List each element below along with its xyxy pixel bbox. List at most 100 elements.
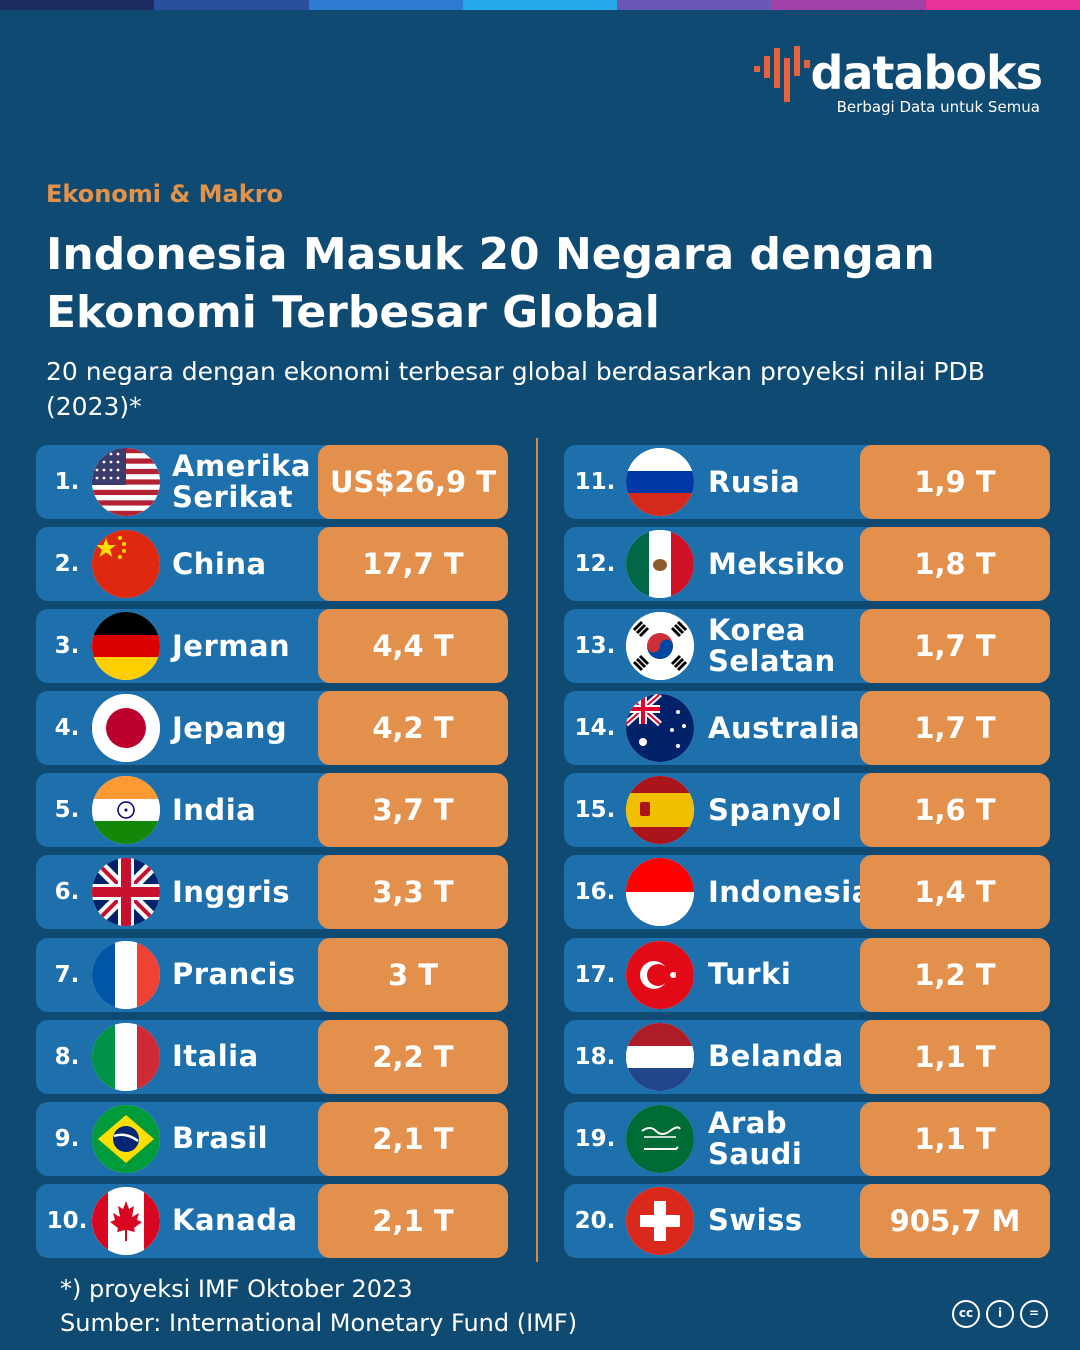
footnote: *) proyeksi IMF Oktober 2023 <box>60 1275 413 1303</box>
ranking-row: 18. Belanda 1,1 T <box>564 1019 1050 1094</box>
rank-number: 17. <box>574 961 616 988</box>
rank-number: 12. <box>574 551 616 578</box>
rank-number: 16. <box>574 879 616 906</box>
china-flag-icon <box>92 530 160 599</box>
australia-flag-icon <box>626 694 694 763</box>
gdp-value: 1,1 T <box>860 1101 1050 1176</box>
page-subtitle: 20 negara dengan ekonomi terbesar global… <box>46 357 985 421</box>
gdp-value: 2,1 T <box>318 1183 508 1258</box>
cc-icon: cc <box>952 1300 980 1328</box>
gdp-value: 1,6 T <box>860 773 1050 848</box>
country-name: China <box>172 546 267 581</box>
rank-number: 18. <box>574 1043 616 1070</box>
country-name: Kanada <box>172 1203 298 1238</box>
ranking-row: 14. Australia 1,7 T <box>564 691 1050 766</box>
rank-number: 1. <box>54 469 80 495</box>
source-note: Sumber: International Monetary Fund (IMF… <box>60 1309 578 1337</box>
ranking-row: 4. Jepang 4,2 T <box>36 691 508 766</box>
gdp-value: 4,2 T <box>318 691 508 766</box>
country-name: Meksiko <box>708 546 845 581</box>
country-name: Inggris <box>172 874 290 909</box>
ranking-row: 5. India 3,7 T <box>36 773 508 848</box>
usa-flag-icon <box>92 448 160 516</box>
country-name: Jepang <box>172 710 288 745</box>
netherlands-flag-icon <box>626 1022 694 1091</box>
gdp-value: US$26,9 T <box>318 445 508 519</box>
uk-flag-icon <box>92 858 160 927</box>
license-icons: cc i = <box>952 1300 1048 1328</box>
ranking-row: 2. China 17,7 T <box>36 527 508 602</box>
gdp-value: 1,1 T <box>860 1019 1050 1094</box>
top-color-bar <box>0 0 1080 10</box>
rank-number: 8. <box>54 1043 80 1070</box>
gdp-value: 905,7 M <box>860 1183 1050 1258</box>
gdp-value: 4,4 T <box>318 609 508 684</box>
rank-number: 10. <box>46 1207 88 1234</box>
brand-tagline: Berbagi Data untuk Semua <box>836 98 1040 116</box>
ranking-row: 7. Prancis 3 T <box>36 937 508 1012</box>
rank-number: 20. <box>574 1207 616 1234</box>
rank-number: 19. <box>574 1125 616 1152</box>
gdp-value: 3,3 T <box>318 855 508 930</box>
attribution-icon: i <box>986 1300 1014 1328</box>
ranking-column-left: 1. Amerika Serikat US$26,9 T 2. China 17,7 T 3… <box>36 445 508 1266</box>
no-derivatives-icon: = <box>1020 1300 1048 1328</box>
country-name: Indonesia <box>708 874 872 909</box>
rank-number: 9. <box>54 1125 80 1152</box>
japan-flag-icon <box>92 694 160 763</box>
gdp-value: 1,7 T <box>860 609 1050 684</box>
russia-flag-icon <box>626 448 694 516</box>
ranking-row: 12. Meksiko 1,8 T <box>564 527 1050 602</box>
canada-flag-icon <box>92 1186 160 1255</box>
gdp-value: 3,7 T <box>318 773 508 848</box>
gdp-value: 1,2 T <box>860 937 1050 1012</box>
country-name: Jerman <box>172 628 291 663</box>
rank-number: 2. <box>54 551 80 578</box>
ranking-row: 8. Italia 2,2 T <box>36 1019 508 1094</box>
italy-flag-icon <box>92 1022 160 1091</box>
brazil-flag-icon <box>92 1104 160 1173</box>
ranking-row: 11. Rusia 1,9 T <box>564 445 1050 519</box>
switzerland-flag-icon <box>626 1186 694 1255</box>
ranking-row: 1. Amerika Serikat US$26,9 T <box>36 445 508 519</box>
ranking-row: 20. Swiss 905,7 M <box>564 1183 1050 1258</box>
gdp-value: 17,7 T <box>318 527 508 602</box>
rank-number: 7. <box>54 961 80 988</box>
rank-number: 15. <box>574 797 616 824</box>
gdp-value: 2,1 T <box>318 1101 508 1176</box>
spain-flag-icon <box>626 776 694 845</box>
column-divider <box>536 438 538 1262</box>
mexico-flag-icon <box>626 530 694 599</box>
category-label: Ekonomi & Makro <box>46 180 284 208</box>
country-name: Belanda <box>708 1039 844 1074</box>
south-korea-flag-icon <box>626 612 694 681</box>
rank-number: 11. <box>574 469 616 495</box>
country-name: Spanyol <box>708 792 843 827</box>
country-name: Rusia <box>708 464 801 499</box>
country-name: Prancis <box>172 957 296 992</box>
rank-number: 5. <box>54 797 80 824</box>
logo-bars-icon <box>754 46 810 102</box>
databoks-logo: databoks Berbagi Data untuk Semua <box>742 40 1043 120</box>
gdp-value: 1,8 T <box>860 527 1050 602</box>
country-name: Turki <box>708 957 792 992</box>
footer: *) proyeksi IMF Oktober 2023 Sumber: Int… <box>60 1272 577 1340</box>
ranking-row: 6. Inggris 3,3 T <box>36 855 508 930</box>
country-name: Italia <box>172 1039 259 1074</box>
rank-number: 13. <box>574 633 616 660</box>
country-name: Amerika Serikat <box>172 449 311 514</box>
country-name: Australia <box>708 710 861 745</box>
india-flag-icon <box>92 776 160 845</box>
gdp-value: 1,9 T <box>860 445 1050 519</box>
country-name: Swiss <box>708 1203 803 1238</box>
ranking-column-right: 11. Rusia 1,9 T 12. Meksiko 1,8 T 13. Korea Sel… <box>564 445 1050 1266</box>
brand-name: databoks <box>810 46 1043 100</box>
ranking-row: 17. Turki 1,2 T <box>564 937 1050 1012</box>
ranking-row: 13. Korea Selatan 1,7 T <box>564 609 1050 684</box>
ranking-row: 3. Jerman 4,4 T <box>36 609 508 684</box>
country-name: Brasil <box>172 1121 269 1156</box>
indonesia-flag-icon <box>626 858 694 927</box>
rank-number: 4. <box>54 715 80 742</box>
ranking-row: 10. Kanada 2,1 T <box>36 1183 508 1258</box>
